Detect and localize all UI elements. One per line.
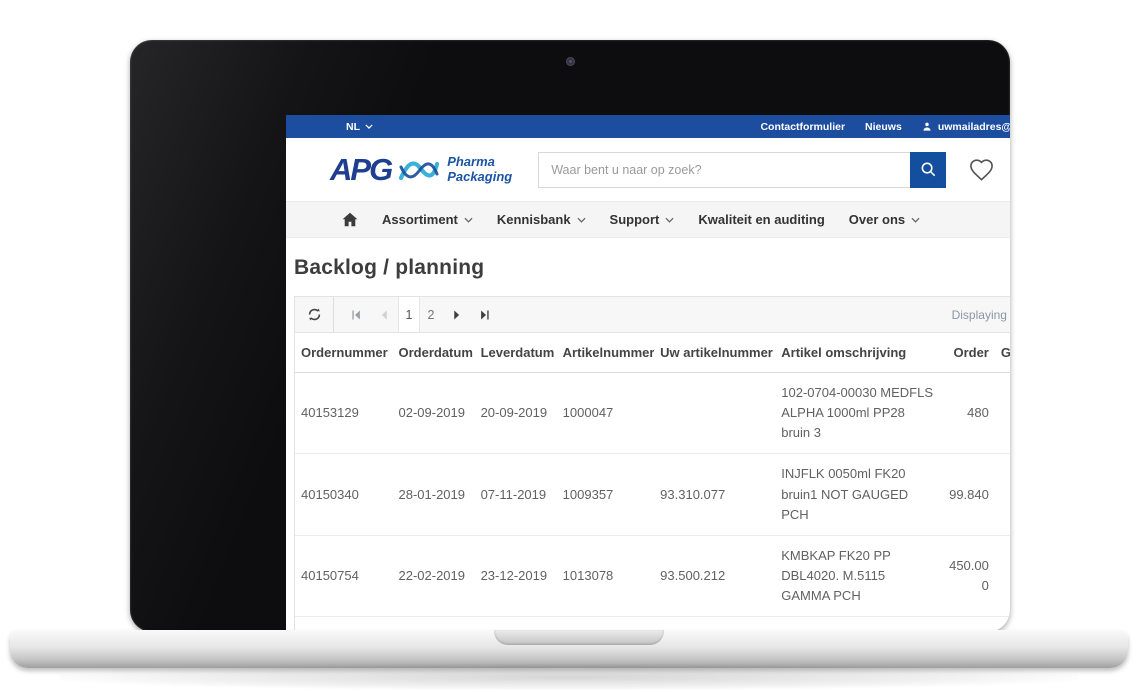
home-icon — [342, 212, 358, 227]
cell-geleverd: 0 — [994, 453, 1010, 536]
page-title: Backlog / planning — [294, 256, 485, 279]
heart-icon — [968, 158, 995, 182]
nav-item-kennisbank[interactable]: Kennisbank — [497, 212, 586, 227]
col-geleverd: Geleverd — [994, 333, 1010, 373]
cell-ordernummer: 40153129 — [295, 372, 393, 455]
pager: 1 2 — [342, 297, 498, 332]
refresh-icon — [307, 307, 322, 322]
col-artikel-omschrijving: Artikel omschrijving — [775, 333, 942, 373]
language-label: NL — [346, 120, 360, 133]
cell-artikelnummer: 1000047 — [556, 372, 655, 455]
cell-artikel-omschrijving: INJFLK 0050ml FK20 bruin1 NOT GAUGED PCH — [775, 453, 942, 536]
company-logo[interactable]: APG Pharma Packaging — [330, 152, 512, 188]
cell-leverdatum: 23-12-2019 — [474, 535, 557, 618]
nav-item-over-ons[interactable]: Over ons — [849, 212, 920, 227]
chevron-down-icon — [464, 217, 473, 223]
cell-orderdatum: 22-02-2019 — [392, 616, 475, 632]
page-content: Backlog / planning — [286, 238, 1010, 632]
table-row[interactable]: 40150754 22-02-2019 23-12-2019 1013078 9… — [295, 535, 1010, 618]
search-input[interactable] — [538, 151, 911, 188]
laptop-shadow — [60, 664, 1078, 690]
search-icon — [920, 161, 937, 178]
nav-item-assortiment[interactable]: Assortiment — [382, 212, 473, 227]
main-navigation: Assortiment Kennisbank Support Kwaliteit… — [286, 201, 1010, 238]
cell-geleverd: 0 — [994, 616, 1010, 632]
cell-order: 450.000 — [941, 616, 995, 632]
cell-uw-artikelnummer: 93.310.077 — [654, 453, 776, 536]
col-order: Order — [941, 333, 995, 373]
cell-artikelnummer: 1009357 — [556, 453, 655, 536]
cell-orderdatum: 28-01-2019 — [392, 453, 475, 536]
table-row[interactable]: 40150340 28-01-2019 07-11-2019 1009357 9… — [295, 453, 1010, 536]
laptop-base — [10, 630, 1128, 668]
cell-uw-artikelnummer: 93.500.212 — [654, 535, 776, 618]
nav-item-kwaliteit[interactable]: Kwaliteit en auditing — [698, 212, 825, 227]
table-header-row: Ordernummer Orderdatum Leverdatum Artike… — [295, 333, 1010, 373]
cell-uw-artikelnummer — [654, 372, 776, 455]
wishlist-button[interactable] — [968, 158, 995, 182]
last-page-button[interactable] — [470, 297, 498, 332]
table-body: 40153129 02-09-2019 20-09-2019 1000047 1… — [295, 372, 1010, 632]
cell-ordernummer: 40150754 — [295, 616, 393, 632]
orders-grid: 1 2 Displaying items 1 - 25 of 26 — [294, 296, 1010, 632]
table-row[interactable]: 40153129 02-09-2019 20-09-2019 1000047 1… — [295, 372, 1010, 455]
orders-table: Ordernummer Orderdatum Leverdatum Artike… — [295, 333, 1010, 632]
cell-geleverd: 0 — [994, 535, 1010, 618]
chevron-down-icon — [911, 217, 920, 223]
cell-artikelnummer: 1013078 — [556, 535, 655, 618]
site-header: APG Pharma Packaging — [286, 138, 1010, 201]
laptop-bezel: NL Contactformulier Nieuws uwmailadres@b… — [130, 40, 1010, 632]
cell-order: 99.840 — [941, 453, 995, 536]
account-email: uwmailadres@bedrijf.nl — [937, 120, 1010, 133]
nav-item-support[interactable]: Support — [610, 212, 675, 227]
cell-orderdatum: 22-02-2019 — [392, 535, 475, 618]
laptop-screen: NL Contactformulier Nieuws uwmailadres@b… — [286, 115, 1010, 632]
language-selector[interactable]: NL — [346, 121, 373, 133]
cell-artikel-omschrijving: KMBKAP FK20 PP DBL4020. M.5115 GAMMA PCH — [775, 535, 942, 618]
page-number-2[interactable]: 2 — [427, 307, 435, 322]
col-orderdatum: Orderdatum — [392, 333, 475, 373]
next-page-button[interactable] — [442, 297, 470, 332]
col-leverdatum: Leverdatum — [474, 333, 557, 373]
cell-leverdatum: 07-11-2019 — [474, 453, 557, 536]
cell-order: 480 — [941, 372, 995, 455]
user-icon — [922, 121, 932, 132]
news-link[interactable]: Nieuws — [865, 120, 902, 133]
chevron-down-icon — [365, 124, 373, 129]
cell-ordernummer: 40150754 — [295, 535, 393, 618]
logo-tagline: Pharma Packaging — [447, 154, 513, 184]
cell-artikelnummer: 1013052 — [556, 616, 655, 632]
chevron-down-icon — [577, 217, 586, 223]
dna-helix-icon — [398, 155, 440, 185]
home-nav-item[interactable] — [342, 212, 358, 227]
search-button[interactable] — [910, 151, 947, 188]
cell-uw-artikelnummer: 93.500.215 — [654, 616, 776, 632]
account-menu[interactable]: uwmailadres@bedrijf.nl — [922, 121, 1010, 133]
cell-geleverd: 0 — [994, 372, 1010, 455]
col-uw-artikelnummer: Uw artikelnummer — [654, 333, 776, 373]
chevron-down-icon — [665, 217, 674, 223]
cell-artikel-omschrijving: 102-0704-00030 MEDFLS ALPHA 1000ml PP28 … — [775, 372, 942, 455]
previous-page-button[interactable] — [370, 297, 398, 332]
page-number-current[interactable]: 1 — [398, 297, 420, 332]
col-ordernummer: Ordernummer — [295, 333, 393, 373]
toolbar-separator — [333, 297, 334, 332]
first-page-button[interactable] — [342, 297, 370, 332]
cell-orderdatum: 02-09-2019 — [392, 372, 475, 455]
site-topbar: NL Contactformulier Nieuws uwmailadres@b… — [286, 115, 1010, 138]
logo-brand-text: APG — [330, 151, 393, 187]
paging-status: Displaying items 1 - 25 of 26 — [951, 307, 1010, 322]
col-artikelnummer: Artikelnummer — [556, 333, 655, 373]
webcam — [566, 57, 575, 66]
cell-order: 450.000 — [941, 535, 995, 618]
refresh-button[interactable] — [295, 297, 333, 332]
cell-leverdatum: 24-09-2019 — [474, 616, 557, 632]
contact-link[interactable]: Contactformulier — [760, 120, 846, 133]
laptop-hinge-notch — [494, 630, 664, 645]
cell-leverdatum: 20-09-2019 — [474, 372, 557, 455]
cell-ordernummer: 40150340 — [295, 453, 393, 536]
grid-toolbar: 1 2 Displaying items 1 - 25 of 26 — [295, 297, 1010, 333]
